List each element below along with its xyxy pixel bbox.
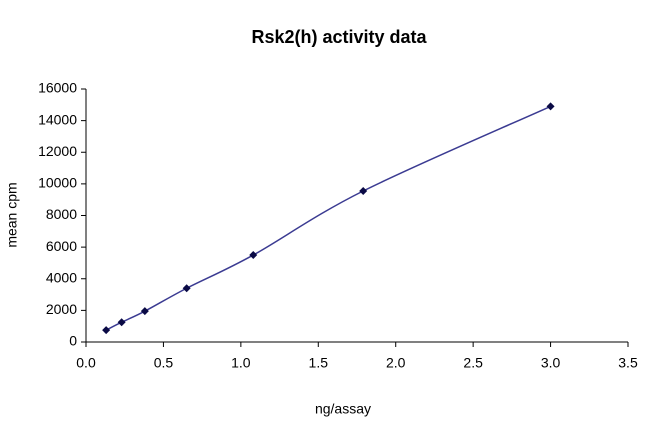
y-tick-label: 6000 [46, 238, 77, 254]
chart-title: Rsk2(h) activity data [251, 27, 427, 47]
x-tick-label: 0.5 [154, 355, 174, 371]
x-tick-label: 3.0 [541, 355, 561, 371]
y-tick-label: 16000 [38, 80, 77, 96]
y-axis-label: mean cpm [4, 182, 20, 247]
data-point [140, 307, 149, 316]
x-tick-label: 0.0 [76, 355, 96, 371]
data-point [359, 186, 368, 195]
x-axis-label: ng/assay [315, 401, 371, 417]
y-tick-label: 8000 [46, 206, 77, 222]
data-point [117, 318, 126, 327]
y-tick-label: 12000 [38, 143, 77, 159]
data-line [105, 105, 551, 331]
x-tick-label: 1.5 [309, 355, 329, 371]
y-tick-label: 0 [69, 333, 77, 349]
data-point [102, 326, 111, 335]
y-tick-label: 2000 [46, 301, 77, 317]
y-tick-label: 10000 [38, 175, 77, 191]
y-tick-label: 4000 [46, 269, 77, 285]
x-tick-label: 2.5 [463, 355, 483, 371]
x-tick-label: 1.0 [231, 355, 251, 371]
data-point [182, 284, 191, 293]
data-point [249, 251, 258, 260]
data-point [546, 102, 555, 111]
x-tick-label: 2.0 [386, 355, 406, 371]
x-tick-label: 3.5 [618, 355, 638, 371]
y-tick-label: 14000 [38, 111, 77, 127]
